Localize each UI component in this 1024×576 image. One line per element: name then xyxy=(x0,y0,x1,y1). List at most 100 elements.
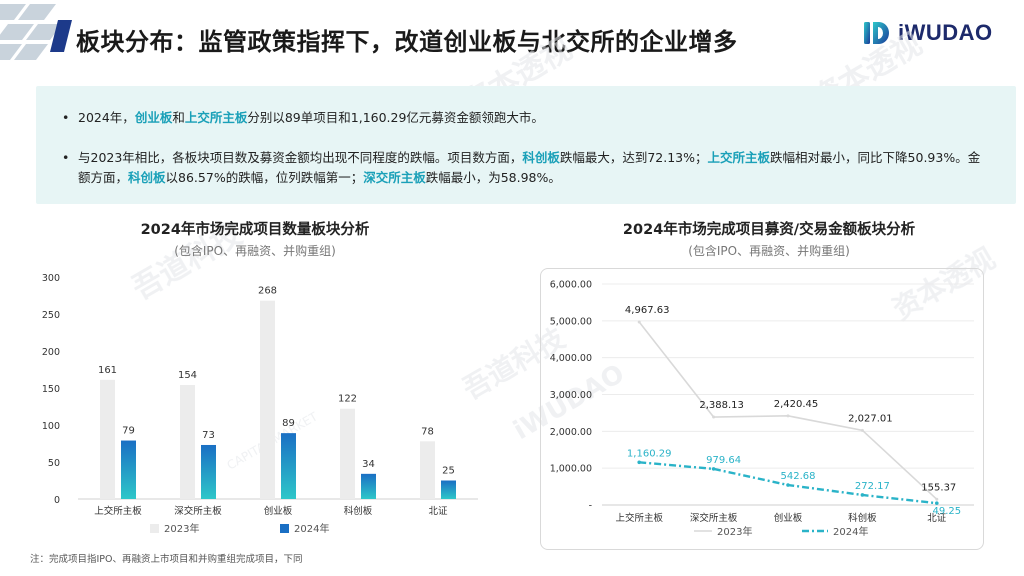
point-2023 xyxy=(935,497,939,501)
highlight-term: 上交所主板 xyxy=(707,150,771,165)
point-2024 xyxy=(935,501,939,505)
x-tick-label: 科创板 xyxy=(344,505,373,517)
bar-label-2024: 73 xyxy=(202,430,215,441)
y-tick-label: 150 xyxy=(42,384,60,395)
summary-bullet: • 与2023年相比，各板块项目数及募资金额均出现不同程度的跌幅。项目数方面，科… xyxy=(62,148,992,188)
point-label-2024: 1,160.29 xyxy=(627,448,672,459)
y-tick-label: 0 xyxy=(54,495,60,506)
bar-label-2024: 34 xyxy=(362,459,375,470)
bar-label-2023: 154 xyxy=(178,370,197,381)
x-tick-label: 创业板 xyxy=(774,512,803,524)
highlight-term: 科创板 xyxy=(522,150,560,165)
line-chart-title: 2024年市场完成项目募资/交易金额板块分析 xyxy=(622,222,916,238)
highlight-term: 上交所主板 xyxy=(184,110,248,125)
legend-label: 2023年 xyxy=(717,525,752,538)
legend-label: 2024年 xyxy=(833,525,868,538)
point-2024 xyxy=(637,460,641,465)
bar-chart-subtitle: (包含IPO、再融资、并购重组) xyxy=(174,244,336,258)
x-tick-label: 上交所主板 xyxy=(94,505,142,517)
bar-label-2024: 25 xyxy=(442,466,455,477)
point-2023 xyxy=(786,414,790,418)
y-tick-label: 250 xyxy=(42,310,60,321)
y-tick-label: 2,000.00 xyxy=(550,427,592,438)
legend-label: 2023年 xyxy=(164,522,199,535)
summary-bullet-text: 2024年，创业板和上交所主板分别以89单项目和1,160.29亿元募资金额领跑… xyxy=(78,108,992,128)
x-tick-label: 北证 xyxy=(927,513,947,524)
highlight-term: 深交所主板 xyxy=(363,170,426,185)
bar-label-2023: 78 xyxy=(421,426,434,437)
page-title: 板块分布：监管政策指挥下，改道创业板与北交所的企业增多 xyxy=(76,28,738,56)
y-tick-label: 1,000.00 xyxy=(550,464,592,475)
brand-logo-icon xyxy=(864,22,889,44)
bar-2023 xyxy=(180,385,195,499)
y-tick-label: 200 xyxy=(42,347,60,358)
point-label-2024: 49.25 xyxy=(932,506,961,517)
point-label-2023: 2,388.13 xyxy=(699,400,744,411)
line-chart-panel xyxy=(540,268,984,550)
summary-box: • 2024年，创业板和上交所主板分别以89单项目和1,160.29亿元募资金额… xyxy=(36,86,1016,204)
point-2023 xyxy=(637,320,641,324)
y-tick-label: 50 xyxy=(48,458,60,469)
x-tick-label: 北证 xyxy=(428,506,448,517)
bar-label-2024: 79 xyxy=(122,426,135,437)
bar-2023 xyxy=(340,408,355,499)
y-tick-label: 4,000.00 xyxy=(550,353,592,364)
summary-text: 跌幅最小，为58.98%。 xyxy=(425,170,561,185)
summary-text: 以86.57%的跌幅，位列跌幅第一； xyxy=(165,170,364,185)
bar-2023 xyxy=(260,300,275,499)
header-stripes-decoration xyxy=(0,4,72,60)
y-tick-label: 3,000.00 xyxy=(550,390,592,401)
bar-label-2023: 122 xyxy=(338,394,357,405)
y-tick-label: 6,000.00 xyxy=(550,280,592,291)
x-tick-label: 创业板 xyxy=(264,505,293,517)
x-tick-label: 深交所主板 xyxy=(690,512,738,524)
summary-text: 跌幅最大，达到72.13%； xyxy=(559,150,708,165)
line-chart: - 1,000.00 2,000.00 3,000.00 4,000.00 5,000.0… xyxy=(550,280,974,538)
summary-text: 与2023年相比，各板块项目数及募资金额均出现不同程度的跌幅。项目数方面， xyxy=(78,150,523,165)
y-tick-label: 5,000.00 xyxy=(550,316,592,327)
bar-chart: 0 50 100 150 200 250 300 161 79 上交所主板 154 73 深交所主板 26… xyxy=(42,273,478,535)
point-2023 xyxy=(712,415,716,419)
legend-swatch-2023 xyxy=(150,524,159,533)
point-2024 xyxy=(711,467,716,471)
point-label-2024: 272.17 xyxy=(855,481,890,492)
footnote: 注：完成项目指IPO、再融资上市项目和并购重组完成项目，下同 xyxy=(30,554,303,565)
bar-2023 xyxy=(420,441,435,499)
point-2023 xyxy=(860,428,864,432)
legend-swatch-2024 xyxy=(280,524,289,533)
bar-label-2024: 89 xyxy=(282,418,295,429)
summary-bullet: • 2024年，创业板和上交所主板分别以89单项目和1,160.29亿元募资金额… xyxy=(62,108,992,128)
point-2024 xyxy=(860,493,865,497)
point-label-2023: 2,027.01 xyxy=(848,413,893,424)
summary-text: 跌幅相对最小，同比下降50.93%。金额方面， xyxy=(78,150,981,185)
line-chart-subtitle: (包含IPO、再融资、并购重组) xyxy=(688,244,850,258)
y-tick-label: - xyxy=(589,501,592,512)
brand-name: iWUDAO xyxy=(898,20,993,45)
point-label-2024: 979.64 xyxy=(706,455,741,466)
bar-2024 xyxy=(361,473,376,499)
bar-label-2023: 268 xyxy=(258,286,277,297)
x-tick-label: 科创板 xyxy=(848,512,877,524)
y-tick-label: 300 xyxy=(42,273,60,284)
summary-text: 2024年， xyxy=(78,110,135,125)
summary-text: 和 xyxy=(172,110,185,125)
point-label-2023: 4,967.63 xyxy=(625,305,670,316)
bar-chart-title: 2024年市场完成项目数量板块分析 xyxy=(140,222,370,238)
brand-logo: iWUDAO xyxy=(862,18,1012,48)
legend-label: 2024年 xyxy=(294,522,329,535)
highlight-term: 创业板 xyxy=(134,110,173,125)
x-tick-label: 上交所主板 xyxy=(615,512,663,524)
x-tick-label: 深交所主板 xyxy=(174,505,222,517)
bar-2024 xyxy=(121,440,136,499)
bar-2024 xyxy=(201,444,216,499)
bar-2024 xyxy=(441,480,456,499)
y-tick-label: 100 xyxy=(42,421,60,432)
point-label-2024: 542.68 xyxy=(781,471,816,482)
bar-2024 xyxy=(281,433,296,499)
point-2024 xyxy=(786,483,790,487)
point-label-2023: 2,420.45 xyxy=(774,399,819,410)
summary-text: 分别以89单项目和1,160.29亿元募资金额领跑大市。 xyxy=(247,110,544,125)
bar-label-2023: 161 xyxy=(98,365,117,376)
point-label-2023: 155.37 xyxy=(921,482,956,493)
summary-bullet-text: 与2023年相比，各板块项目数及募资金额均出现不同程度的跌幅。项目数方面，科创板… xyxy=(78,148,992,188)
